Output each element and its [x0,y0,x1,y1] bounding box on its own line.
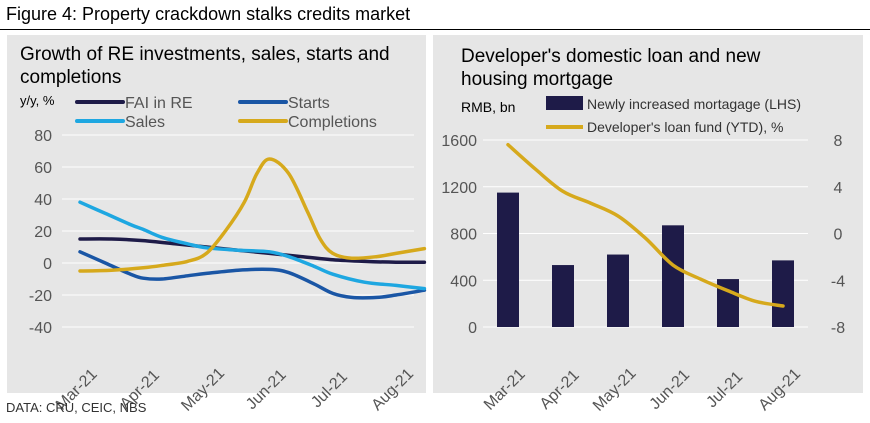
left-x-tick-label: Jul-21 [308,368,351,411]
right-x-tick-label: Mar-21 [481,366,529,414]
right-legend-label: Developer's loan fund (YTD), % [587,119,783,135]
mortgage-bar [497,192,519,327]
right-right-axis-tick-label: 4 [834,180,843,197]
left-y-tick-label: 20 [34,224,52,241]
right-right-axis-tick-label: 8 [834,133,843,150]
mortgage-bar [552,265,574,327]
figure-title: Figure 4: Property crackdown stalks cred… [6,4,411,24]
right-left-axis-tick-label: 0 [468,320,477,337]
right-left-axis-tick-label: 800 [450,227,477,244]
left-chart: Growth of RE investments, sales, starts … [20,44,427,415]
right-x-tick-label: May-21 [590,365,640,415]
left-y-tick-label: -40 [29,320,52,337]
left-series-line-3 [78,157,427,273]
left-series-line-2 [78,200,427,291]
developer-loan-line [506,142,785,308]
right-legend-label: Newly increased mortagage (LHS) [587,96,801,112]
mortgage-bar [717,279,739,327]
left-y-tick-label: -20 [29,288,52,305]
left-y-tick-label: 60 [34,160,52,177]
right-x-tick-label: Jul-21 [703,368,746,411]
left-x-tick-label: Jun-21 [243,366,290,413]
left-legend-label: FAI in RE [125,95,193,112]
right-chart-title: Developer's domestic loan and new housing… [461,46,761,90]
left-legend-label: Completions [288,114,377,131]
title-rule [0,29,870,30]
right-right-axis-tick-label: -4 [831,273,845,290]
right-x-tick-label: Apr-21 [537,367,583,413]
right-left-axis-tick-label: 1600 [441,133,477,150]
right-x-tick-label: Aug-21 [756,365,805,414]
mortgage-bar [772,260,794,327]
mortgage-bar [607,254,629,327]
left-chart-panel: Growth of RE investments, sales, starts … [7,35,427,415]
right-left-axis-tick-label: 1200 [441,180,477,197]
left-legend-label: Starts [288,95,330,112]
left-legend-label: Sales [125,114,165,131]
left-y-tick-label: 80 [34,128,52,145]
left-y-tick-label: 0 [43,256,52,273]
right-left-axis-tick-label: 400 [450,273,477,290]
right-y-unit: RMB, bn [461,99,515,115]
right-legend-swatch-bar [546,96,583,110]
left-y-unit: y/y, % [20,93,55,108]
source-note: DATA: CRU, CEIC, NBS [6,400,147,415]
left-x-tick-label: May-21 [178,365,228,415]
left-y-tick-label: 40 [34,192,52,209]
left-chart-title: Growth of RE investments, sales, starts … [20,44,390,88]
right-right-axis-tick-label: -8 [831,320,845,337]
right-chart-panel: Developer's domestic loan and new housing… [433,35,863,415]
left-series-line-1 [78,250,427,300]
right-x-tick-label: Jun-21 [647,366,694,413]
right-chart: Developer's domestic loan and new housing… [441,46,845,415]
left-x-tick-label: Aug-21 [369,365,418,414]
right-right-axis-tick-label: 0 [834,227,843,244]
mortgage-bar [662,225,684,327]
